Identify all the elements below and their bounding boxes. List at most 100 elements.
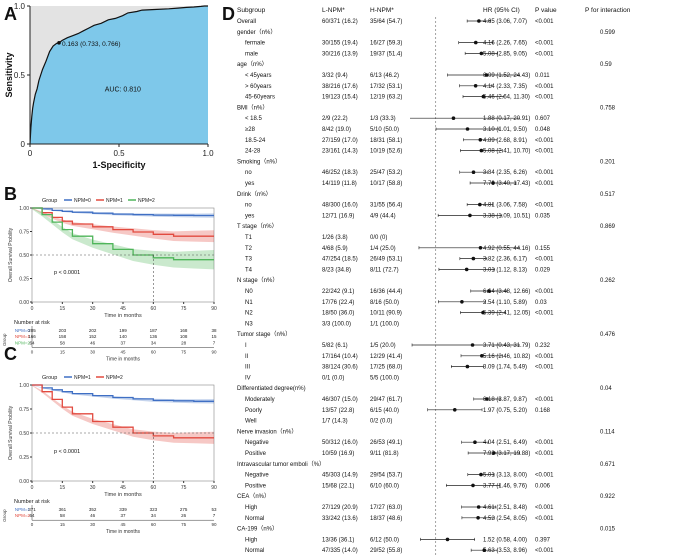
forest-row-lnpm: 27/159 (17.0) [322,138,358,144]
panel-b-ci-band-1 [32,208,214,243]
forest-row-hnpm: 29/47 (61.7) [370,397,402,403]
panel-c-risk-count: 339 [119,507,127,512]
panel-b-risk-time-label: 0 [31,349,34,354]
panel-b-x-tick-label: 45 [120,306,126,312]
forest-row-lnpm: 13/36 (36.1) [322,537,354,543]
roc-y-tick-label: 0 [21,140,26,149]
panel-letter-d: D [222,4,235,24]
forest-point-estimate [479,51,484,56]
roc-curve-line [29,5,208,145]
forest-row-label: age（n%） [237,61,268,68]
panel-c-risk-group-0: NPM=1 [15,507,31,512]
forest-row-label: Differentiated degree(n%) [237,386,306,392]
forest-row-label: gender（n%） [237,29,276,36]
forest-point-estimate [464,267,469,272]
panel-c-risk-time-label: 60 [151,522,157,527]
forest-row-p: <0.001 [535,19,554,25]
forest-row-p: 0.155 [535,246,551,252]
forest-row-pint: 0.922 [600,494,616,500]
forest-row-label: Positive [245,483,267,489]
forest-row-hnpm: 26/49 (53.1) [370,257,402,263]
forest-row-hnpm: 8/16 (50.0) [370,300,399,306]
forest-row-hr: 5.39 (2.41, 12.05) [483,311,530,317]
forest-row-hnpm: 31/55 (56.4) [370,203,402,209]
forest-row-label: N3 [245,321,253,327]
forest-row-lnpm: 8/23 (34.8) [322,267,351,273]
forest-row-hnpm: 29/54 (53.7) [370,473,402,479]
panel-c-risk-group-1: NPM=2 [15,513,31,518]
panel-c-risk-count: 7 [213,513,216,518]
panel-b-risk-group-1: NPM=1 [15,334,31,339]
forest-row-p: <0.001 [535,95,554,101]
forest-row-label: Nerve invasion（n%） [237,428,297,435]
forest-row-label: ≥28 [245,127,256,133]
panel-c-legend-label-0: NPM=1 [74,375,91,381]
panel-b-risk-time-label: 60 [151,349,157,354]
forest-row-lnpm: 5/82 (6.1) [322,343,348,349]
forest-row-label: 24-28 [245,149,261,155]
panel-b-risk-count: 15 [211,334,217,339]
panel-b-risk-count: 202 [89,328,97,333]
panel-c-risk-time-label: 90 [211,522,217,527]
panel-c-x-tick-label: 75 [181,485,187,491]
panel-c-risk-x-title: Time in months [106,529,140,535]
forest-point-estimate [471,256,476,261]
forest-header-pint: P for interaction [585,7,631,14]
forest-row-label: fermale [245,41,266,47]
forest-row-hnpm: 6/10 (60.0) [370,483,399,489]
panel-c-x-axis-title: Time in months [104,492,142,498]
forest-row-hr: 6.18 (3.87, 9.87) [483,397,527,403]
forest-row-label: CA-199（n%） [237,526,278,533]
forest-row-label: Moderately [245,397,275,403]
panel-c-legend-title: Group [42,375,57,381]
forest-row-p: <0.001 [535,84,554,90]
forest-point-estimate [479,148,484,153]
forest-row-hnpm: 0/0 (0) [370,235,387,241]
roc-y-tick-label: 1.0 [14,2,26,11]
panel-b-p-value: p < 0.0001 [54,270,80,276]
forest-row-pint: 0.517 [600,192,616,198]
forest-row-hr: 3.82 (2.36, 6.17) [483,257,527,263]
forest-row-lnpm: 46/252 (18.3) [322,170,358,176]
forest-row-p: <0.001 [535,289,554,295]
forest-row-hr: 5.01 (3.13, 8.00) [483,473,527,479]
forest-row-hr: 3.38 (1.09, 10.51) [483,213,530,219]
forest-row-hnpm: 10/19 (52.6) [370,149,402,155]
forest-row-hnpm: 9/11 (81.8) [370,451,399,457]
forest-point-estimate [484,73,489,77]
forest-point-estimate [468,213,472,218]
forest-row-pint: 0.04 [600,386,612,392]
panel-c-legend-label-1: NPM=2 [106,375,123,381]
forest-row-hnpm: 6/12 (50.0) [370,537,399,543]
forest-row-hr: 4.65 (3.06, 7.07) [483,19,527,25]
forest-row-p: <0.001 [535,41,554,47]
forest-header-p: P value [535,7,557,14]
forest-point-estimate [485,397,489,401]
forest-row-p: <0.001 [535,257,554,263]
forest-point-estimate [481,310,485,315]
forest-row-hnpm: 35/64 (54.7) [370,19,402,25]
forest-row-hr: 2.54 (1.10, 5.89) [483,300,527,306]
panel-c-y-tick-label: 0.25 [19,455,29,461]
forest-row-hnpm: 4/9 (44.4) [370,213,396,219]
forest-row-lnpm: 48/300 (16.0) [322,203,358,209]
roc-cutoff-point [57,41,61,45]
panel-c-x-tick-label: 60 [151,485,157,491]
forest-row-p: 0.048 [535,127,551,133]
forest-row-p: <0.001 [535,311,554,317]
forest-row-p: 0.029 [535,267,551,273]
panel-c-x-tick-label: 90 [211,485,217,491]
forest-row-hr: 5.08 (2.41, 10.70) [483,149,530,155]
forest-row-hnpm: 8/11 (72.7) [370,267,399,273]
panel-b-risk-count: 158 [59,334,67,339]
forest-row-p: 0.035 [535,213,551,219]
panel-b-risk-count: 34 [151,340,157,345]
panel-b-y-tick-label: 0.25 [19,277,29,283]
forest-row-label: IV [245,375,251,381]
forest-row-hr: 4.16 (2.26, 7.65) [483,41,527,47]
panel-b-risk-count: 38 [211,328,217,333]
forest-row-label: yes [245,181,254,187]
forest-point-estimate [470,343,475,347]
forest-row-p: 0.607 [535,116,551,122]
forest-row-lnpm: 14/119 (11.8) [322,181,357,187]
